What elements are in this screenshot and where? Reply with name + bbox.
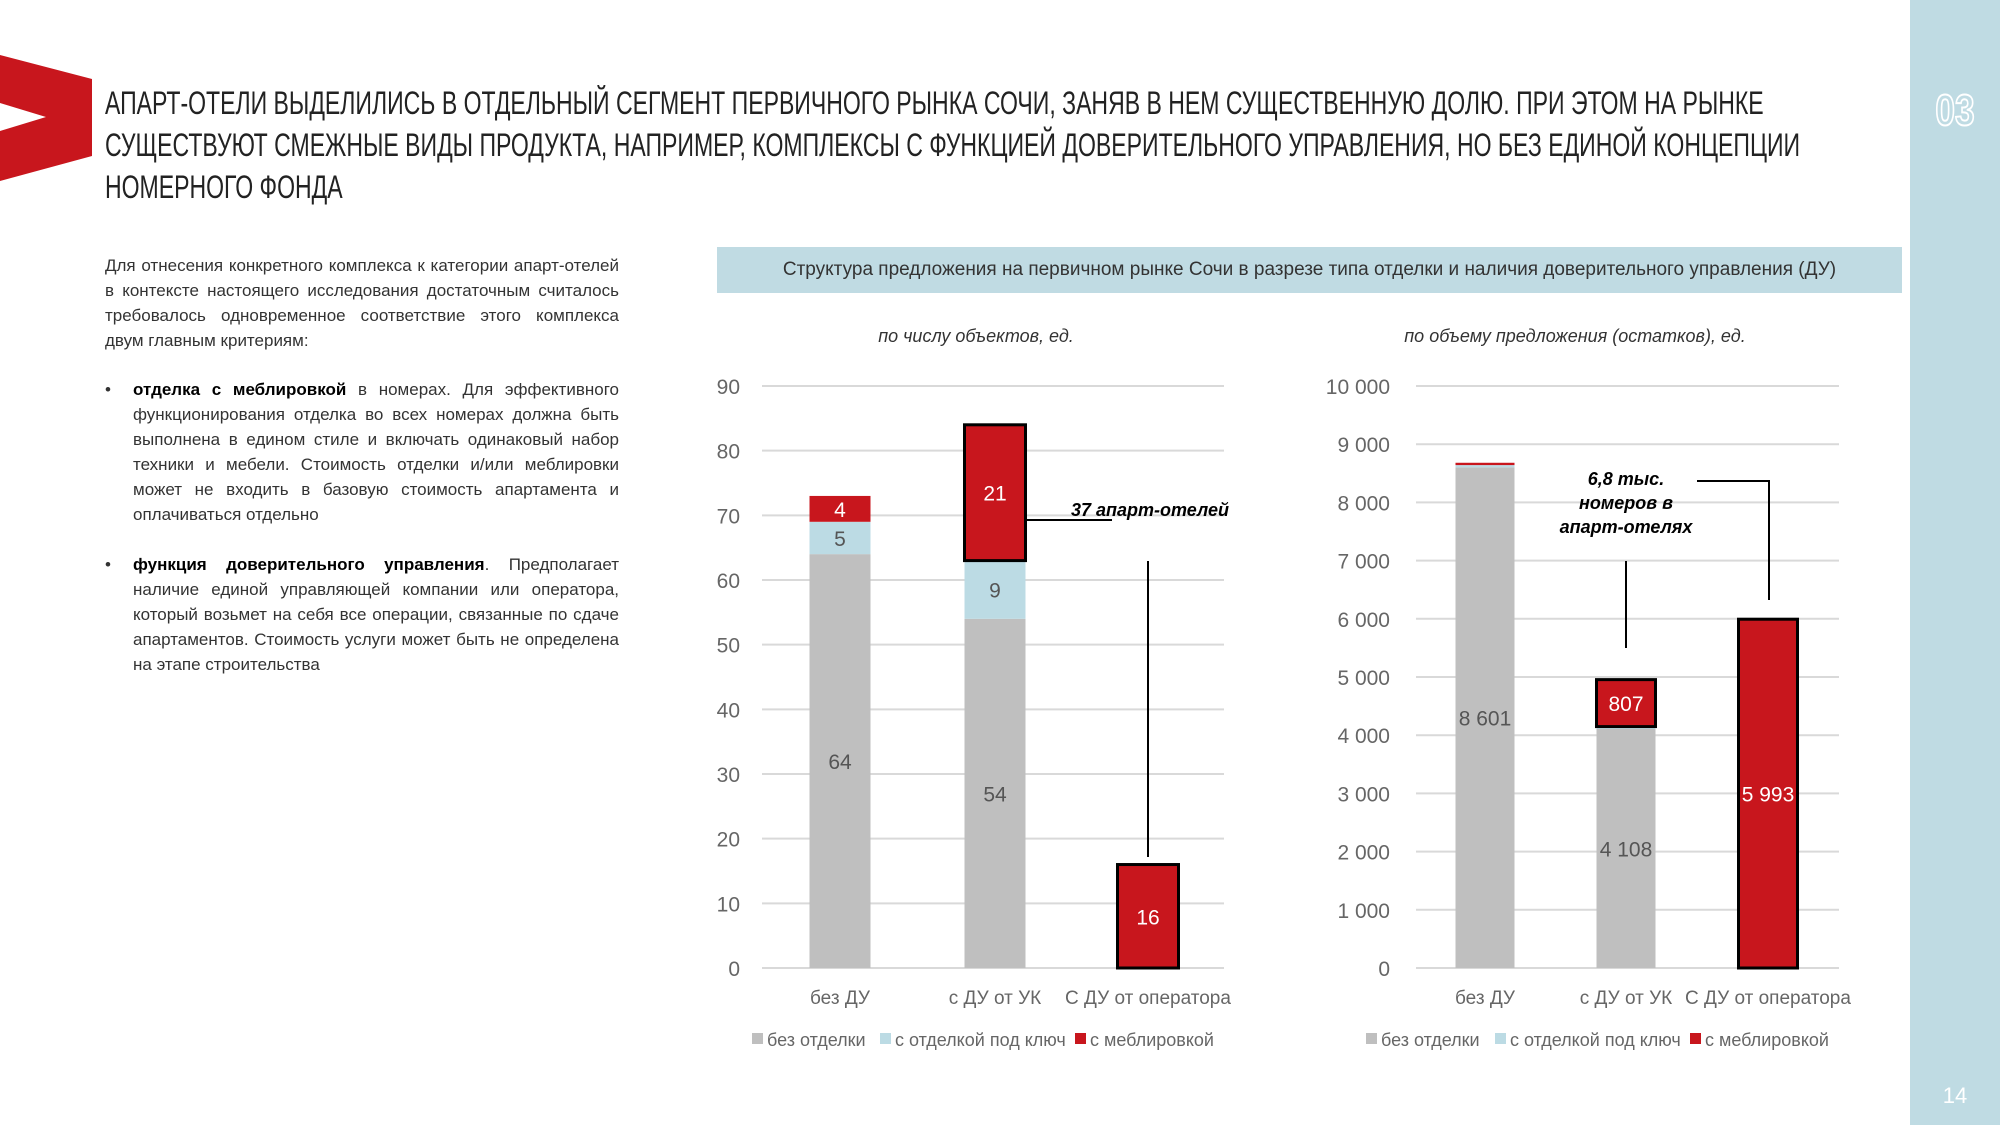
bar-без-отделки <box>964 618 1026 968</box>
criterion-1-text: в номерах. Для эффективного функциониров… <box>133 380 619 524</box>
legend-label: с меблировкой <box>1705 1030 1829 1050</box>
y-tick-label: 50 <box>717 635 740 658</box>
bar-с-меблировкой <box>1455 462 1515 466</box>
criterion-2: • функция доверительного управления. Пред… <box>105 555 619 674</box>
bar-без-отделки <box>809 554 871 968</box>
x-tick-label: без ДУ <box>1455 988 1516 1009</box>
y-tick-label: 60 <box>717 570 740 593</box>
y-tick-label: 7 000 <box>1337 551 1390 574</box>
y-tick-label: 10 <box>717 893 740 916</box>
criterion-2-text: . Предполагает наличие единой управляюще… <box>133 555 619 674</box>
annotation-line: номеров в <box>1579 493 1673 513</box>
legend-swatch <box>1366 1033 1377 1044</box>
bar-data-label: 16 <box>1136 906 1159 929</box>
criterion-1: • отделка с меблировкой в номерах. Для эф… <box>105 380 619 524</box>
bar-с-меблировкой <box>963 423 1027 563</box>
legend-swatch <box>880 1033 891 1044</box>
legend-label: без отделки <box>767 1030 866 1050</box>
bar-с-отделкой-под-ключ <box>964 560 1026 619</box>
y-tick-label: 2 000 <box>1337 842 1390 865</box>
bar-data-label: 54 <box>983 783 1007 806</box>
bar-data-label: 4 108 <box>1600 838 1653 861</box>
y-tick-label: 9 000 <box>1337 434 1390 457</box>
legend-swatch <box>752 1033 763 1044</box>
x-tick-label: С ДУ от оператора <box>1065 988 1231 1009</box>
legend-swatch <box>1495 1033 1506 1044</box>
chart-subtitle: по числу объектов, ед. <box>878 326 1074 346</box>
y-tick-label: 5 000 <box>1337 667 1390 690</box>
y-tick-label: 0 <box>728 958 740 981</box>
y-tick-label: 80 <box>717 441 740 464</box>
bar-data-label: 64 <box>828 751 852 774</box>
y-tick-label: 70 <box>717 505 740 528</box>
intro-text: Для отнесения конкретного комплекса к ка… <box>105 256 619 350</box>
y-tick-label: 20 <box>717 829 740 852</box>
bar-с-меблировкой <box>809 495 871 522</box>
y-tick-label: 0 <box>1378 958 1390 981</box>
bar-с-меблировкой <box>1737 617 1799 970</box>
y-tick-label: 8 000 <box>1337 492 1390 515</box>
section-sidebar <box>1910 0 2000 1125</box>
bar-с-меблировкой <box>1595 678 1657 729</box>
y-tick-label: 1 000 <box>1337 900 1390 923</box>
chart-subtitle: по объему предложения (остатков), ед. <box>1404 326 1745 346</box>
section-number: 03 <box>1935 85 1976 136</box>
bar-data-label: 21 <box>983 483 1006 506</box>
bar-без-отделки <box>1455 467 1515 968</box>
y-tick-label: 10 000 <box>1326 376 1390 399</box>
chart-box-title: Структура предложения на первичном рынке… <box>717 247 1902 293</box>
bar-data-label: 8 601 <box>1459 708 1512 731</box>
annotation-connector <box>1697 480 1770 600</box>
bar-data-label: 4 <box>834 499 846 522</box>
annotation-line: 37 апарт-отелей <box>1071 500 1229 520</box>
legend-swatch <box>1075 1033 1086 1044</box>
page-number: 14 <box>1942 1083 1968 1108</box>
annotation-line: 6,8 тыс. <box>1588 469 1664 489</box>
legend-label: без отделки <box>1381 1030 1480 1050</box>
criterion-2-bold: функция доверительного управления <box>133 555 485 574</box>
x-tick-label: без ДУ <box>810 988 871 1009</box>
legend-swatch <box>1690 1033 1701 1044</box>
bar-с-отделкой-под-ключ <box>809 521 871 555</box>
y-tick-label: 3 000 <box>1337 783 1390 806</box>
legend-label: с меблировкой <box>1090 1030 1214 1050</box>
y-tick-label: 30 <box>717 764 740 787</box>
criterion-1-bold: отделка с меблировкой <box>133 380 347 399</box>
y-tick-label: 6 000 <box>1337 609 1390 632</box>
annotation-line: апарт-отелях <box>1560 517 1694 537</box>
bar-data-label: 807 <box>1608 693 1643 716</box>
x-tick-label: С ДУ от оператора <box>1685 988 1851 1009</box>
bar-data-label: 9 <box>989 580 1001 603</box>
x-tick-label: с ДУ от УК <box>949 988 1041 1009</box>
y-tick-label: 90 <box>717 376 740 399</box>
page-title: Апарт-отели выделились в отдельный сегме… <box>105 85 1801 205</box>
bar-без-отделки <box>1596 728 1656 968</box>
legend-label: с отделкой под ключ <box>1510 1030 1681 1050</box>
bar-data-label: 5 993 <box>1742 784 1795 807</box>
bar-data-label: 5 <box>834 528 846 551</box>
bar-с-меблировкой <box>1116 863 1180 970</box>
bar-с-отделкой-под-ключ <box>1455 465 1515 468</box>
legend-label: с отделкой под ключ <box>895 1030 1066 1050</box>
y-tick-label: 40 <box>717 699 740 722</box>
x-tick-label: с ДУ от УК <box>1580 988 1672 1009</box>
y-tick-label: 4 000 <box>1337 725 1390 748</box>
